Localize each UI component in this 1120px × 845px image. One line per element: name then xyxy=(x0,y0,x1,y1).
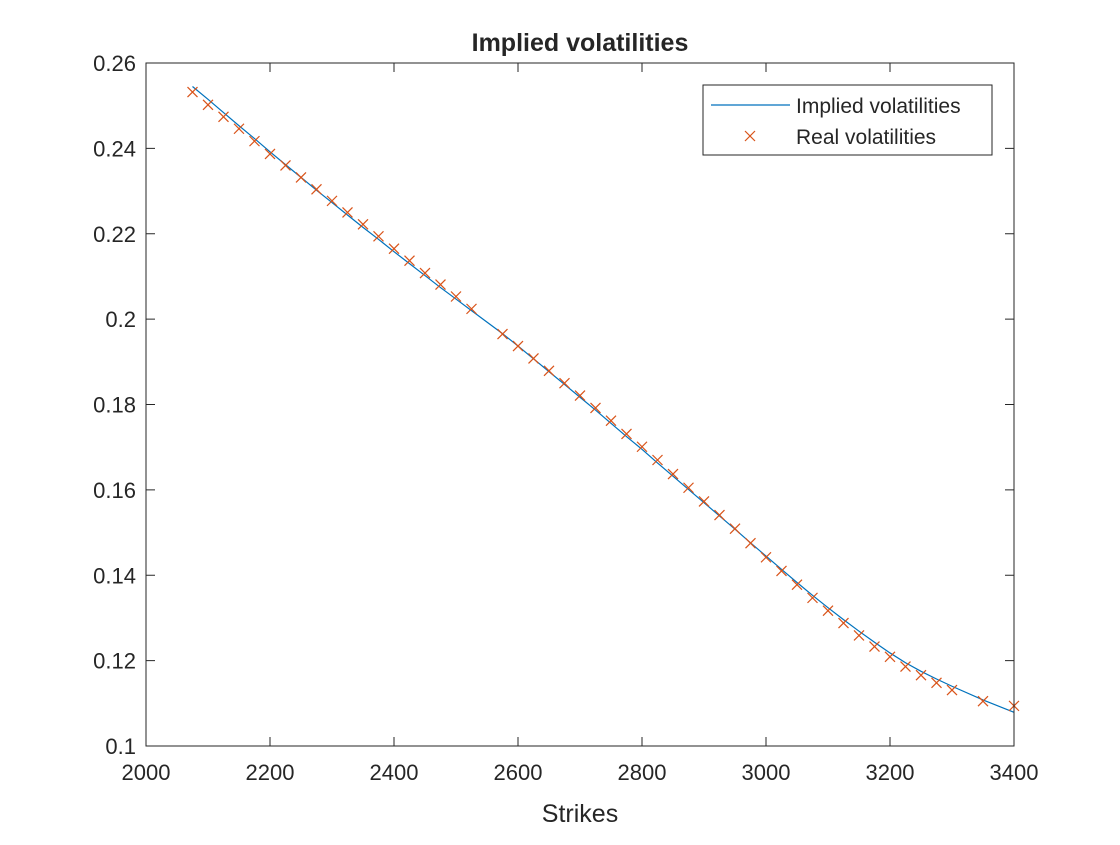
data-point-real-volatility xyxy=(698,495,710,507)
series-line-implied-volatilities xyxy=(192,86,1015,713)
data-point-real-volatility xyxy=(822,605,834,617)
x-tick-label: 2400 xyxy=(370,760,419,785)
data-point-real-volatility xyxy=(574,390,586,401)
legend-box xyxy=(702,84,993,156)
data-point-real-volatility xyxy=(605,415,617,427)
data-point-real-volatility xyxy=(280,160,291,171)
data-point-real-volatility xyxy=(342,206,353,218)
data-point-real-volatility xyxy=(435,279,446,290)
data-point-real-volatility xyxy=(900,661,911,673)
legend-label-real: Real volatilities xyxy=(796,126,936,149)
x-tick-label: 2000 xyxy=(122,760,171,785)
y-tick-label: 0.24 xyxy=(93,136,136,161)
data-point-real-volatility xyxy=(652,454,663,466)
data-point-real-volatility xyxy=(621,428,632,440)
x-tick-label: 2800 xyxy=(618,760,667,785)
y-tick-label: 0.12 xyxy=(93,649,136,674)
data-point-real-volatility xyxy=(760,551,772,563)
axes-layer: 2000 2200 2400 2600 2800 3000 3200 3400 0.1 0.12 0… xyxy=(93,51,1038,785)
data-point-real-volatility xyxy=(512,340,524,352)
data-point-real-volatility xyxy=(838,617,849,629)
y-tick-label: 0.22 xyxy=(93,222,136,247)
data-point-real-volatility xyxy=(295,171,307,183)
data-point-real-volatility xyxy=(373,230,384,242)
data-point-real-volatility xyxy=(791,579,803,591)
data-point-real-volatility xyxy=(311,183,322,195)
data-point-real-volatility xyxy=(714,509,725,521)
series-layer xyxy=(187,86,1020,713)
data-point-real-volatility xyxy=(683,482,694,494)
data-point-real-volatility xyxy=(357,218,369,230)
data-point-real-volatility xyxy=(404,255,415,267)
data-point-real-volatility xyxy=(497,328,508,340)
legend: Implied volatilities Real volatilities xyxy=(702,84,993,156)
y-tick-label: 0.26 xyxy=(93,51,136,76)
data-point-real-volatility xyxy=(884,651,896,663)
data-point-real-volatility xyxy=(729,523,741,535)
data-point-real-volatility xyxy=(745,537,756,549)
data-point-real-volatility xyxy=(869,641,880,652)
y-tick-label: 0.14 xyxy=(93,563,136,588)
data-point-real-volatility xyxy=(326,195,338,207)
x-tick-label: 3400 xyxy=(990,760,1039,785)
y-tick-label: 0.18 xyxy=(93,393,136,418)
x-tick-label: 2200 xyxy=(246,760,295,785)
data-point-real-volatility xyxy=(559,377,570,389)
data-point-real-volatility xyxy=(450,291,462,302)
data-point-real-volatility xyxy=(249,135,260,147)
legend-label-implied: Implied volatilities xyxy=(796,95,961,118)
data-point-real-volatility xyxy=(590,402,601,414)
chart-title: Implied volatilities xyxy=(472,29,689,57)
data-point-real-volatility xyxy=(419,267,431,279)
data-point-real-volatility xyxy=(915,669,927,681)
x-axis-label: Strikes xyxy=(542,800,618,828)
data-point-real-volatility xyxy=(218,111,229,123)
data-point-real-volatility xyxy=(202,99,214,111)
plot-area xyxy=(146,63,1014,746)
data-point-real-volatility xyxy=(807,592,818,604)
data-point-real-volatility xyxy=(543,365,555,377)
y-tick-label: 0.2 xyxy=(105,307,136,332)
data-point-real-volatility xyxy=(853,630,865,641)
data-point-real-volatility xyxy=(466,303,477,315)
x-tick-label: 2600 xyxy=(494,760,543,785)
data-point-real-volatility xyxy=(233,123,245,135)
legend-x-marker xyxy=(744,130,756,142)
data-point-real-volatility xyxy=(946,684,958,696)
data-point-real-volatility xyxy=(636,441,648,453)
data-point-real-volatility xyxy=(931,677,942,689)
data-point-real-volatility xyxy=(264,148,276,160)
x-tick-label: 3000 xyxy=(742,760,791,785)
y-tick-label: 0.16 xyxy=(93,478,136,503)
data-point-real-volatility xyxy=(528,352,539,364)
data-point-real-volatility xyxy=(187,86,198,98)
data-point-real-volatility xyxy=(388,243,400,255)
data-point-real-volatility xyxy=(776,565,787,577)
x-tick-label: 3200 xyxy=(866,760,915,785)
y-tick-label: 0.1 xyxy=(105,734,136,759)
data-point-real-volatility xyxy=(977,695,989,707)
data-point-real-volatility xyxy=(667,468,679,480)
